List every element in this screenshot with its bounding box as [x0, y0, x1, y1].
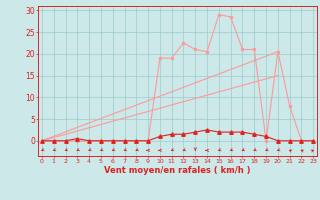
X-axis label: Vent moyen/en rafales ( km/h ): Vent moyen/en rafales ( km/h )	[104, 166, 251, 175]
